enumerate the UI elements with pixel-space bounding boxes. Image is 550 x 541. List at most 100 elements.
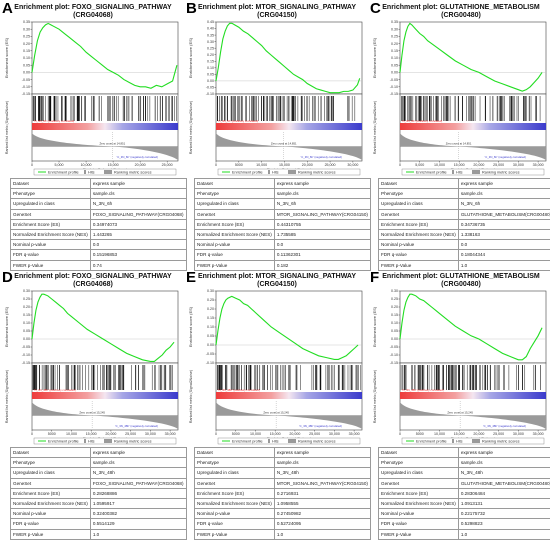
- panel-letter: F: [370, 269, 380, 286]
- table-value-cell: 1.0: [457, 259, 550, 271]
- positive-corr-label: 'N_3N_48h' (positively correlated): [402, 388, 444, 392]
- table-key-cell: FWER p-Value: [194, 259, 275, 271]
- table-value-cell: 1.0958555: [273, 497, 371, 510]
- table-row: Normalized Enrichment Score (NES) 1.09131…: [378, 497, 550, 510]
- legend-label-hits: Hits: [456, 170, 463, 174]
- table-row: GeneSet MTOR_SIGNALING_PATHWAY(CRG04150): [194, 477, 371, 489]
- table-value-cell: sample.cls: [89, 188, 187, 200]
- table-row: Upregulated in class N_3N_6h: [378, 198, 550, 210]
- y-tick-label: 0.25: [23, 35, 30, 39]
- panel-letter: A: [2, 0, 13, 17]
- table-key-cell: GeneSet: [10, 477, 91, 489]
- y-tick-label: 0.00: [391, 71, 398, 75]
- x-tick-label: 15,000: [86, 432, 97, 436]
- table-value-cell: 0.5298823: [457, 518, 550, 530]
- y-tick-label: -0.10: [390, 85, 398, 89]
- table-key-cell: Dataset: [378, 177, 459, 190]
- table-value-cell: 0.52724095: [273, 518, 371, 530]
- table-value-cell: express sample: [89, 446, 187, 459]
- y-tick-label: 0.20: [23, 42, 30, 46]
- legend-label-hits: Hits: [88, 170, 95, 174]
- plot-title-line: Enrichment plot: GLUTATHIONE_METABOLISM: [382, 273, 540, 280]
- plot-title: Enrichment plot: MTOR_SIGNALING_PATHWAY(…: [190, 4, 364, 20]
- metric-axis-label: Ranked list metric (Signal2Noise): [373, 370, 377, 423]
- gene-hits: [401, 96, 541, 121]
- enrichment-profile-line: [31, 22, 178, 89]
- y-tick-label: 0.10: [23, 321, 30, 325]
- x-tick-label: 5,000: [415, 163, 424, 167]
- gsea-plot: 0.35 0.30 0.25 0.20 0.15 0.10 0.05 0.00 -0.05 -0.…: [372, 20, 547, 176]
- y-tick-label: -0.10: [22, 85, 30, 89]
- y-tick-label: -0.05: [390, 78, 398, 82]
- gsea-results-table: Dataset express sample Phenotype sample.cls…: [378, 446, 550, 540]
- y-tick-label: 0.20: [207, 53, 214, 57]
- y-tick-label: -0.05: [206, 86, 214, 90]
- x-tick-label: 35,000: [165, 432, 176, 436]
- table-key-cell: Normalized Enrichment Score (NES): [10, 497, 91, 510]
- table-row: Phenotype sample.cls: [378, 457, 550, 469]
- y-tick-label: 0.30: [23, 289, 30, 293]
- gsea-panel-e: E Enrichment plot: MTOR_SIGNALING_PATHWAY…: [186, 269, 371, 540]
- table-value-cell: 0.18044344: [457, 249, 550, 261]
- table-key-cell: GeneSet: [10, 208, 91, 220]
- y-tick-label: -0.15: [390, 361, 398, 365]
- x-tick-label: 25,000: [125, 432, 136, 436]
- table-value-cell: sample.cls: [457, 188, 550, 200]
- negative-corr-label: 'C_3N_48h' (negatively correlated): [299, 424, 342, 428]
- gene-hits: [217, 365, 362, 390]
- legend-label-hits: Hits: [88, 439, 95, 443]
- table-value-cell: N_3N_48h: [273, 467, 371, 479]
- table-key-cell: FWER p-Value: [10, 528, 91, 540]
- table-row: Normalized Enrichment Score (NES) 1.33816…: [378, 228, 550, 241]
- y-tick-label: 0.30: [391, 27, 398, 31]
- y-tick-label: 0.15: [23, 313, 30, 317]
- es-axis-label: Enrichment score (ES): [4, 306, 9, 347]
- y-tick-label: 0.10: [391, 56, 398, 60]
- y-tick-label: 0.35: [391, 20, 398, 24]
- legend-label-profile: Enrichment profile: [416, 439, 447, 443]
- y-tick-label: -0.10: [22, 353, 30, 357]
- negative-corr-label: 'C_3N_48h' (negatively correlated): [483, 424, 526, 428]
- table-row: Upregulated in class N_3N_6h: [10, 198, 187, 210]
- metric-axis-label: Ranked list metric (Signal2Noise): [189, 370, 193, 423]
- plot-subtitle-line: (CRG00480): [441, 12, 481, 19]
- table-key-cell: Phenotype: [194, 457, 275, 469]
- table-row: Nominal p-value 0.22175732: [378, 508, 550, 520]
- enrichment-profile-line: [215, 22, 361, 94]
- plot-title-line: Enrichment plot: FOXO_SIGNALING_PATHWAY: [14, 4, 172, 11]
- panel-letter: B: [186, 0, 197, 17]
- y-tick-label: 0.05: [207, 73, 214, 77]
- gsea-results-table: Dataset express sample Phenotype sample.cls…: [194, 177, 371, 271]
- table-row: Upregulated in class N_3N_48h: [10, 467, 187, 479]
- y-tick-label: 0.35: [23, 20, 30, 24]
- plot-title-line: Enrichment plot: MTOR_SIGNALING_PATHWAY: [197, 273, 357, 280]
- table-value-cell: 0.2716931: [273, 487, 371, 499]
- table-value-cell: 0.28306484: [457, 487, 550, 499]
- y-tick-label: 0.40: [207, 27, 214, 31]
- table-key-cell: Upregulated in class: [10, 198, 91, 210]
- table-key-cell: Normalized Enrichment Score (NES): [194, 497, 275, 510]
- table-value-cell: N_3N_6h: [457, 198, 550, 210]
- table-value-cell: 1.0595917: [89, 497, 187, 510]
- table-row: FWER p-Value 1.0: [378, 528, 550, 540]
- table-key-cell: Enrichment Score (ES): [194, 487, 275, 499]
- zero-cross-label: Zero cross at 15,245: [79, 411, 105, 415]
- table-value-cell: 1.443265: [89, 228, 187, 241]
- y-tick-label: 0.00: [207, 343, 214, 347]
- table-row: Dataset express sample: [10, 446, 187, 459]
- correlation-color-bar: [216, 392, 362, 399]
- table-key-cell: Normalized Enrichment Score (NES): [378, 497, 459, 510]
- table-key-cell: Dataset: [194, 446, 275, 459]
- table-key-cell: Phenotype: [10, 188, 91, 200]
- legend-label-metric: Ranking metric scores: [482, 439, 520, 443]
- table-row: Enrichment Score (ES) 0.44310755: [194, 218, 371, 230]
- legend-swatch-metric: [288, 170, 296, 174]
- table-key-cell: FDR q-value: [10, 249, 91, 261]
- gsea-panel-f: F Enrichment plot: GLUTATHIONE_METABOLISM…: [370, 269, 550, 540]
- table-row: FDR q-value 0.15196853: [10, 249, 187, 261]
- table-value-cell: MTOR_SIGNALING_PATHWAY(CRG04150): [273, 477, 371, 489]
- table-value-cell: 0.34736735: [457, 218, 550, 230]
- zero-cross-label: Zero cross at 14,851: [271, 142, 297, 146]
- table-value-cell: 1.338163: [457, 228, 550, 241]
- table-row: Upregulated in class N_3N_48h: [194, 467, 371, 479]
